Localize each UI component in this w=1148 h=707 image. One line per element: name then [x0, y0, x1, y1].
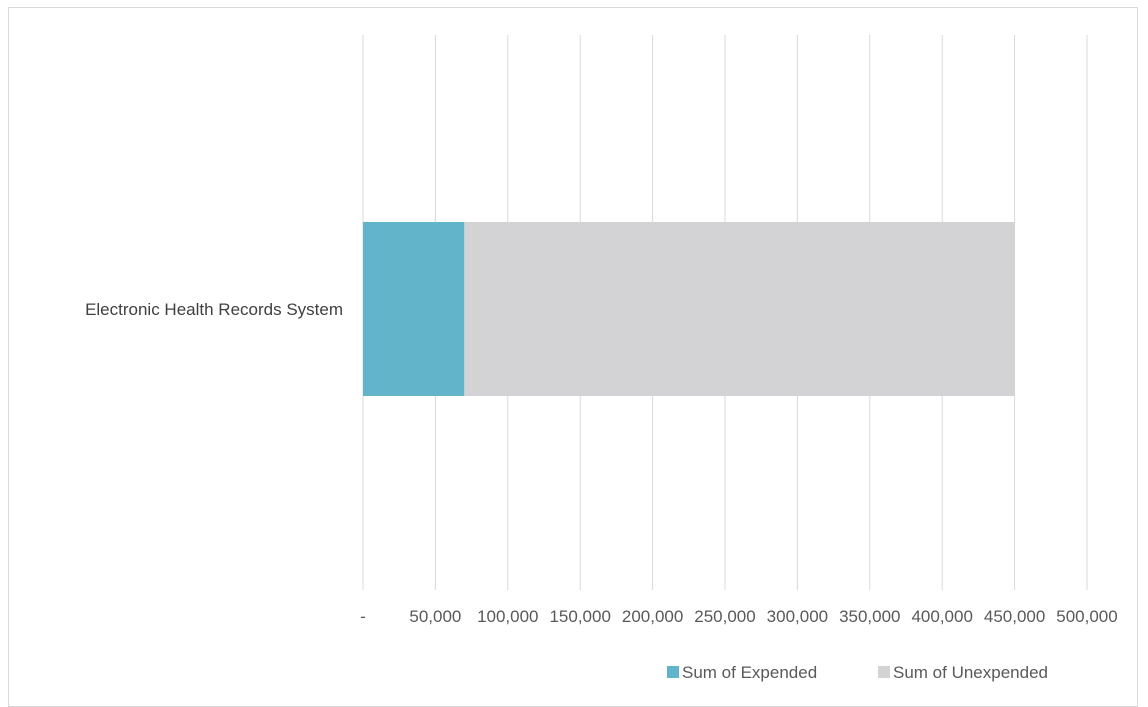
- x-tick-label: 100,000: [477, 607, 538, 626]
- x-tick-label: 450,000: [984, 607, 1045, 626]
- bars: [363, 222, 1015, 396]
- legend: Sum of Expended Sum of Unexpended: [667, 663, 1048, 682]
- category-label: Electronic Health Records System: [85, 300, 343, 319]
- x-tick-label: 500,000: [1056, 607, 1117, 626]
- legend-label-0: Sum of Expended: [682, 663, 817, 682]
- bar-sum-of-unexpended: [464, 222, 1015, 396]
- x-tick-label: -: [360, 607, 366, 626]
- x-tick-label: 50,000: [409, 607, 461, 626]
- legend-swatch-0: [667, 666, 679, 678]
- x-tick-label: 150,000: [549, 607, 610, 626]
- legend-label-1: Sum of Unexpended: [893, 663, 1048, 682]
- x-tick-label: 400,000: [911, 607, 972, 626]
- legend-swatch-1: [878, 666, 890, 678]
- x-tick-label: 200,000: [622, 607, 683, 626]
- category-labels: Electronic Health Records System: [85, 300, 343, 319]
- x-tick-label: 300,000: [767, 607, 828, 626]
- x-tick-label: 250,000: [694, 607, 755, 626]
- bar-sum-of-expended: [363, 222, 465, 396]
- x-tick-labels: - 50,000 100,000 150,000 200,000 250,000 300,0…: [360, 607, 1118, 626]
- x-tick-label: 350,000: [839, 607, 900, 626]
